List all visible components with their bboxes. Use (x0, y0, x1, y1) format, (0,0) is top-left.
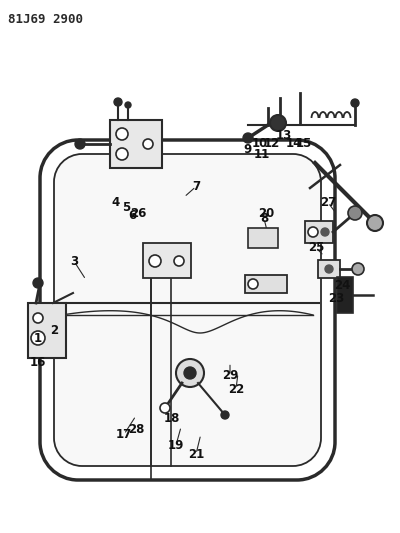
Circle shape (149, 255, 161, 267)
Circle shape (308, 227, 318, 237)
Circle shape (221, 411, 229, 419)
Circle shape (125, 102, 131, 108)
Text: 12: 12 (264, 138, 280, 150)
Circle shape (174, 256, 184, 266)
Text: 23: 23 (328, 292, 344, 305)
Circle shape (33, 313, 43, 323)
Circle shape (176, 359, 204, 387)
Circle shape (75, 139, 85, 149)
Text: 7: 7 (192, 180, 200, 193)
Text: 6: 6 (128, 209, 136, 222)
Text: 19: 19 (168, 439, 184, 451)
Bar (28, 303, 66, 358)
Text: 18: 18 (164, 412, 180, 425)
Circle shape (114, 98, 122, 106)
Text: 8: 8 (260, 212, 268, 225)
Circle shape (31, 331, 45, 345)
Text: 28: 28 (128, 423, 144, 435)
Circle shape (367, 215, 383, 231)
Text: 16: 16 (30, 356, 46, 369)
Circle shape (348, 206, 362, 220)
Text: 3: 3 (70, 255, 78, 268)
Bar (248, 228, 278, 248)
Text: 29: 29 (222, 369, 238, 382)
Text: 17: 17 (116, 428, 132, 441)
Text: 26: 26 (130, 207, 146, 220)
Circle shape (352, 263, 364, 275)
PathPatch shape (54, 154, 321, 466)
Text: 10: 10 (252, 138, 268, 150)
Text: 27: 27 (320, 196, 336, 209)
Text: 11: 11 (254, 148, 270, 161)
Bar (245, 275, 287, 293)
Text: 25: 25 (308, 241, 324, 254)
Text: 13: 13 (276, 130, 292, 142)
Bar (305, 221, 333, 243)
Text: 22: 22 (228, 383, 244, 395)
Circle shape (270, 115, 286, 131)
Circle shape (321, 228, 329, 236)
Circle shape (243, 133, 253, 143)
Text: 2: 2 (50, 324, 58, 337)
Circle shape (116, 128, 128, 140)
Circle shape (325, 265, 333, 273)
Text: 81J69 2900: 81J69 2900 (8, 13, 83, 26)
Bar (143, 243, 191, 278)
Circle shape (33, 278, 43, 288)
Text: 15: 15 (296, 138, 312, 150)
Text: 4: 4 (112, 196, 120, 209)
Text: 24: 24 (334, 279, 350, 292)
Circle shape (351, 99, 359, 107)
Text: 21: 21 (188, 448, 204, 461)
Circle shape (116, 148, 128, 160)
Circle shape (184, 367, 196, 379)
Bar (110, 120, 162, 168)
Text: 5: 5 (122, 201, 130, 214)
Text: 20: 20 (258, 207, 274, 220)
Circle shape (143, 139, 153, 149)
Text: 1: 1 (34, 332, 42, 345)
Circle shape (248, 279, 258, 289)
Text: 14: 14 (286, 138, 302, 150)
Bar (318, 260, 340, 278)
Circle shape (160, 403, 170, 413)
Bar (337, 277, 353, 313)
Text: 9: 9 (244, 143, 252, 156)
